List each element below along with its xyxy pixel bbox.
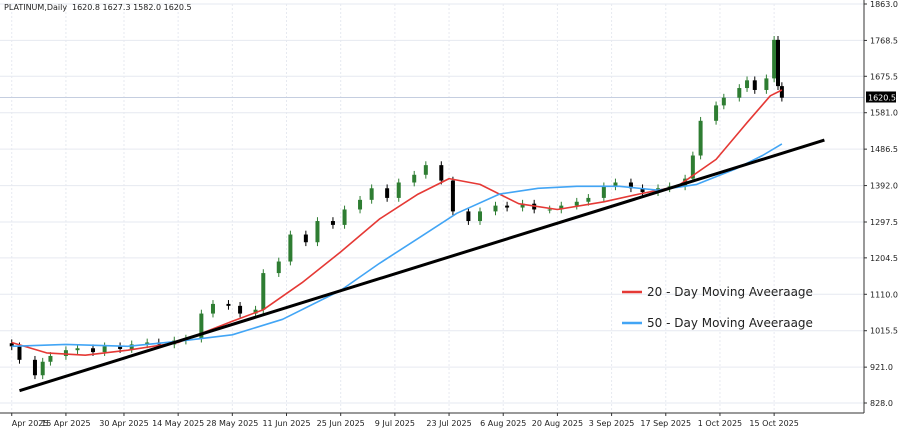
candle-body: [288, 234, 293, 262]
candle-body: [342, 209, 347, 225]
candle-body: [613, 182, 618, 187]
candle-body: [493, 205, 498, 212]
y-tick-label: 828.0: [870, 399, 893, 408]
candle-body: [238, 305, 243, 314]
series-lines: [11, 89, 825, 393]
x-tick-label: 25 Jun 2025: [317, 419, 365, 428]
x-tick-label: 28 May 2025: [206, 419, 258, 428]
candle-body: [574, 201, 579, 206]
candle-body: [261, 273, 266, 310]
candle-body: [369, 188, 374, 200]
candle-body: [315, 221, 320, 243]
symbol-label: PLATINUM,Daily: [4, 3, 67, 12]
candle-body: [559, 205, 564, 210]
price-badge-label: 1620.5: [868, 93, 896, 102]
ohlc-label: 1620.8 1627.3 1582.0 1620.5: [72, 3, 192, 12]
x-tick-label: 17 Sep 2025: [640, 419, 691, 428]
candle-body: [145, 342, 150, 345]
candle-body: [358, 199, 363, 210]
candle-body: [547, 209, 552, 211]
x-tick-label: Apr 2025: [12, 419, 49, 428]
candle-body: [737, 88, 742, 98]
y-tick-label: 1110.0: [870, 290, 898, 299]
candle-body: [32, 359, 37, 376]
candle-body: [698, 120, 703, 156]
candle-body: [253, 309, 258, 314]
candle-body: [478, 211, 483, 222]
legend: 20 - Day Moving Aveeraage 50 - Day Movin…: [622, 285, 813, 330]
candle-body: [118, 346, 123, 350]
candle-body: [466, 211, 471, 222]
candle-body: [721, 97, 726, 106]
y-tick-label: 1486.5: [870, 145, 898, 154]
candle-body: [772, 39, 777, 79]
candle-body: [17, 346, 22, 360]
candle-body: [396, 182, 401, 198]
candle-body: [628, 182, 633, 189]
candle-body: [40, 361, 45, 376]
candle-body: [779, 86, 784, 98]
y-tick-label: 1675.5: [870, 72, 898, 81]
candle-body: [9, 343, 14, 347]
y-ticks: 1863.0 1768.5 1675.5 1581.0 1486.5 1392.0 1297…: [864, 0, 898, 408]
candle-body: [520, 203, 525, 208]
y-tick-label: 1581.0: [870, 109, 898, 118]
candle-body: [330, 221, 335, 225]
trendline: [19, 138, 825, 393]
y-tick-label: 1015.5: [870, 327, 898, 336]
candle-body: [640, 188, 645, 193]
candle-body: [412, 174, 417, 183]
candle-body: [63, 350, 68, 356]
legend-label-50dma: 50 - Day Moving Aveeraage: [647, 316, 813, 330]
candle-body: [226, 303, 231, 306]
candle-body: [690, 155, 695, 179]
x-tick-label: 6 Aug 2025: [480, 419, 526, 428]
x-tick-label: 11 Jun 2025: [262, 419, 310, 428]
x-tick-label: 1 Oct 2025: [698, 419, 742, 428]
candle-body: [303, 234, 308, 243]
candle-body: [505, 205, 510, 208]
candle-body: [75, 348, 80, 351]
candle-body: [210, 303, 215, 314]
candle-body: [764, 78, 769, 90]
x-tick-label: 30 Apr 2025: [99, 419, 148, 428]
candle-body: [776, 39, 780, 87]
candles: [9, 35, 784, 380]
x-tick-label: 15 Apr 2025: [41, 419, 90, 428]
candle-body: [385, 188, 390, 198]
candle-body: [586, 197, 591, 202]
candle-body: [752, 80, 757, 90]
y-tick-label: 921.0: [870, 363, 893, 372]
x-tick-label: 20 Aug 2025: [532, 419, 583, 428]
candle-body: [102, 346, 107, 353]
legend-label-20dma: 20 - Day Moving Aveeraage: [647, 285, 813, 299]
candle-body: [601, 186, 606, 198]
candle-body: [48, 355, 53, 362]
y-tick-label: 1392.0: [870, 182, 898, 191]
x-tick-label: 23 Jul 2025: [426, 419, 471, 428]
y-tick-label: 1297.5: [870, 218, 898, 227]
y-tick-label: 1768.5: [870, 36, 898, 45]
candle-body: [423, 165, 428, 175]
candle-body: [439, 165, 444, 181]
candle-body: [714, 105, 719, 121]
price-badge: 1620.5: [866, 91, 896, 103]
x-tick-label: 9 Jul 2025: [375, 419, 415, 428]
candle-body: [745, 80, 750, 89]
x-tick-label: 14 May 2025: [152, 419, 204, 428]
candle-body: [199, 313, 204, 339]
candle-body: [450, 180, 455, 212]
candle-body: [276, 261, 281, 274]
x-tick-label: 15 Oct 2025: [749, 419, 798, 428]
y-tick-label: 1863.0: [870, 0, 898, 9]
y-tick-label: 1204.5: [870, 254, 898, 263]
x-tick-label: 3 Sep 2025: [589, 419, 635, 428]
candle-body: [91, 348, 96, 353]
ma20-line: [11, 89, 783, 357]
